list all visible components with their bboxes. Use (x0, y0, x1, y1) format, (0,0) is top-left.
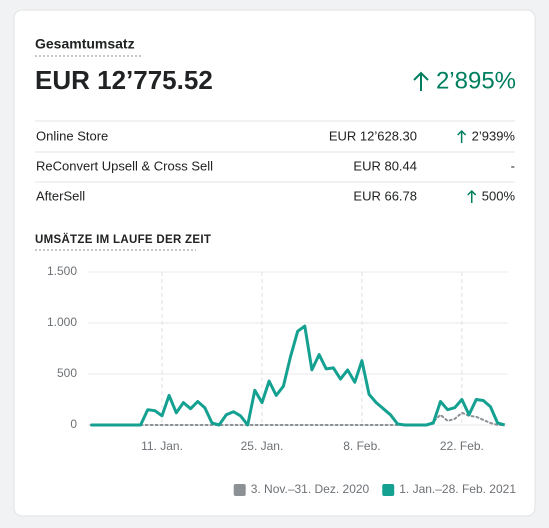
row-name: Online Store (36, 128, 108, 143)
row-name: ReConvert Upsell & Cross Sell (36, 158, 213, 173)
up-arrow (467, 189, 477, 203)
row-amount: EUR 66.78 (353, 188, 417, 203)
row-change: - (511, 158, 515, 173)
x-tick-label: 22. Feb. (440, 439, 484, 453)
x-tick-label: 8. Feb. (343, 439, 380, 453)
y-tick-label: 1.500 (47, 264, 77, 278)
up-arrow (413, 71, 429, 91)
y-tick-label: 500 (57, 366, 77, 380)
y-tick-label: 0 (70, 417, 77, 431)
legend-label: 3. Nov.–31. Dez. 2020 (251, 482, 370, 496)
row-name: AfterSell (36, 188, 85, 203)
x-tick-label: 25. Jan. (241, 439, 284, 453)
row-amount: EUR 12’628.30 (329, 128, 417, 143)
y-tick-label: 1.000 (47, 315, 77, 329)
chart-title[interactable]: UMSÄTZE IM LAUFE DER ZEIT (35, 233, 211, 246)
card (13, 9, 536, 517)
total-change: 2’895% (436, 67, 516, 94)
row-amount: EUR 80.44 (353, 158, 417, 173)
x-tick-label: 11. Jan. (141, 439, 183, 453)
legend-label: 1. Jan.–28. Feb. 2021 (399, 482, 516, 496)
row-change: 500% (482, 188, 516, 203)
series-line (90, 324, 506, 427)
breakdown-table: Online Store EUR 12’628.30 2’939% ReConvert… (35, 120, 516, 203)
card-title[interactable]: Gesamtumsatz (35, 36, 135, 52)
up-arrow (457, 129, 467, 143)
legend-swatch (382, 484, 395, 496)
total: EUR 12’775.52 (35, 65, 213, 95)
chart: 0 500 1.000 1.500 11. Jan. 25. Jan. 8. Feb. 22.… (47, 264, 516, 496)
row-change: 2’939% (472, 128, 516, 143)
legend-swatch (233, 484, 246, 496)
